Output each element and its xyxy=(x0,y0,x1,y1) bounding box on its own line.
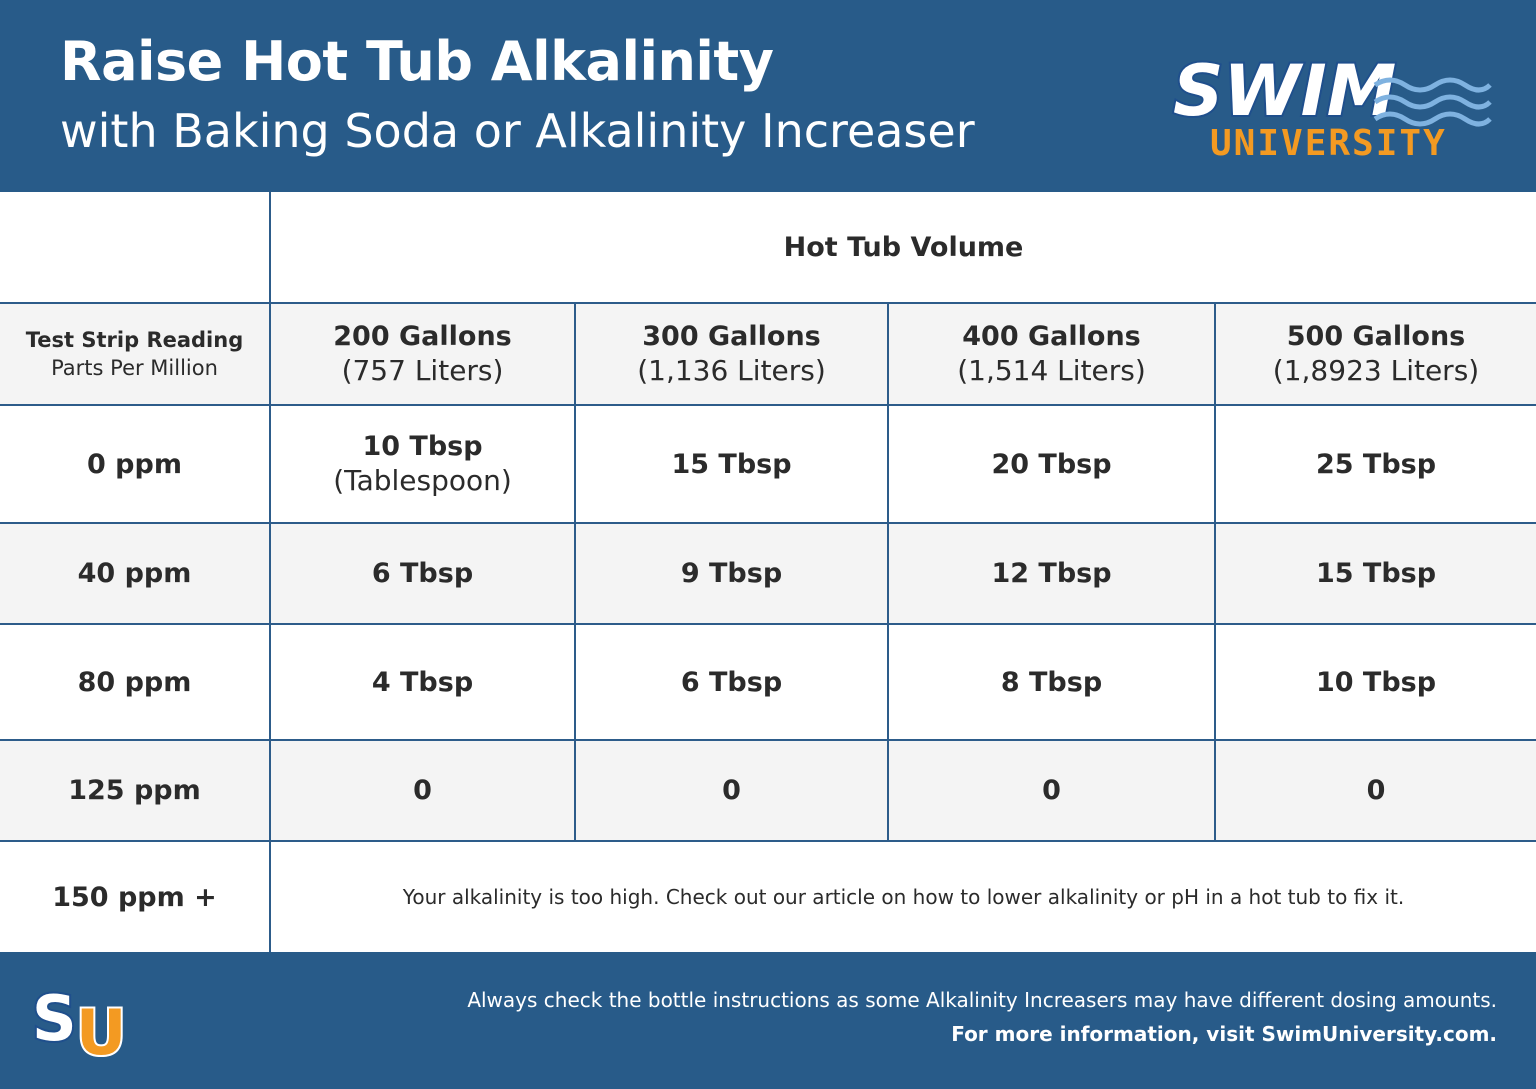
column-header-row: Test Strip Reading Parts Per Million 200 … xyxy=(0,302,1536,406)
dose-cell: 12 Tbsp xyxy=(887,522,1216,625)
dose: 0 xyxy=(1366,775,1386,806)
empty-cell xyxy=(0,192,271,304)
reading-header-title: Test Strip Reading xyxy=(25,328,244,352)
high-row: 150 ppm + Your alkalinity is too high. Ch… xyxy=(0,840,1536,952)
dose-row: 80 ppm 4 Tbsp 6 Tbsp 8 Tbsp 10 Tbsp xyxy=(0,623,1536,741)
dose-row: 0 ppm 10 Tbsp (Tablespoon) 15 Tbsp 20 Tbsp 25… xyxy=(0,404,1536,524)
reading: 80 ppm xyxy=(0,623,271,741)
high-note: Your alkalinity is too high. Check out o… xyxy=(269,840,1536,952)
dose-cell: 25 Tbsp xyxy=(1214,404,1536,524)
dose-cell: 0 xyxy=(574,739,889,842)
logo-waves xyxy=(1373,77,1492,127)
column-label: 200 Gallons xyxy=(333,321,512,352)
column-header: 300 Gallons (1,136 Liters) xyxy=(574,302,889,406)
column-sub: (1,8923 Liters) xyxy=(1272,354,1480,387)
reading-header: Test Strip Reading Parts Per Million xyxy=(0,302,271,406)
subtitle: with Baking Soda or Alkalinity Increaser xyxy=(60,104,975,158)
footer-note: Always check the bottle instructions as … xyxy=(467,988,1497,1012)
unit-note: (Tablespoon) xyxy=(333,464,512,497)
reading: 125 ppm xyxy=(0,739,271,842)
footer-logo-s: S xyxy=(32,982,77,1055)
dose-row: 40 ppm 6 Tbsp 9 Tbsp 12 Tbsp 15 Tbsp xyxy=(0,522,1536,625)
dose: 10 Tbsp xyxy=(1315,666,1437,698)
dose-cell: 20 Tbsp xyxy=(887,404,1216,524)
logo-bottom: UNIVERSITY xyxy=(1210,123,1447,164)
column-label: 400 Gallons xyxy=(962,321,1141,352)
dose: 0 xyxy=(1042,775,1061,806)
footer-band xyxy=(0,952,1536,1089)
dose-cell: 15 Tbsp xyxy=(1214,522,1536,625)
footer-logo: S U xyxy=(30,980,128,1067)
dose: 8 Tbsp xyxy=(1000,666,1103,698)
dose: 6 Tbsp xyxy=(371,558,474,589)
dose-cell: 10 Tbsp (Tablespoon) xyxy=(269,404,576,524)
reading-header-sub: Parts Per Million xyxy=(51,356,218,380)
dose-row: 125 ppm 0 0 0 0 xyxy=(0,739,1536,842)
dose: 9 Tbsp xyxy=(680,558,783,589)
reading: 0 ppm xyxy=(0,404,271,524)
dose-cell: 9 Tbsp xyxy=(574,522,889,625)
dose: 4 Tbsp xyxy=(371,666,474,698)
dose-cell: 8 Tbsp xyxy=(887,623,1216,741)
reading: 150 ppm + xyxy=(0,840,271,952)
dose-cell: 0 xyxy=(269,739,576,842)
dose-cell: 4 Tbsp xyxy=(269,623,576,741)
dose-cell: 10 Tbsp xyxy=(1214,623,1536,741)
dose-cell: 6 Tbsp xyxy=(269,522,576,625)
reading: 40 ppm xyxy=(0,522,271,625)
column-sub: (1,514 Liters) xyxy=(957,354,1146,387)
dose: 25 Tbsp xyxy=(1315,448,1437,480)
column-header: 500 Gallons (1,8923 Liters) xyxy=(1214,302,1536,406)
header-band xyxy=(0,0,1536,192)
dose: 10 Tbsp xyxy=(362,431,483,462)
logo: SWIM UNIVERSITY xyxy=(1171,48,1492,164)
footer-link[interactable]: For more information, visit SwimUniversi… xyxy=(951,1022,1497,1046)
dose: 15 Tbsp xyxy=(671,448,792,480)
logo-top: SWIM xyxy=(1173,50,1396,132)
column-label: 500 Gallons xyxy=(1286,321,1466,352)
footer-logo-u: U xyxy=(76,996,126,1067)
dosing-table: Hot Tub Volume Test Strip Reading Parts P… xyxy=(0,192,1536,952)
dose: 0 xyxy=(722,775,741,806)
column-sub: (1,136 Liters) xyxy=(637,354,826,387)
title: Raise Hot Tub Alkalinity xyxy=(60,30,774,93)
dose: 12 Tbsp xyxy=(991,558,1112,589)
dose-cell: 15 Tbsp xyxy=(574,404,889,524)
column-label: 300 Gallons xyxy=(642,321,821,352)
dose: 0 xyxy=(413,775,432,806)
column-sub: (757 Liters) xyxy=(341,354,504,387)
volume-header: Hot Tub Volume xyxy=(269,192,1536,304)
column-header: 200 Gallons (757 Liters) xyxy=(269,302,576,406)
dose: 6 Tbsp xyxy=(680,666,783,698)
dose-cell: 0 xyxy=(1214,739,1536,842)
dose-cell: 0 xyxy=(887,739,1216,842)
dose: 20 Tbsp xyxy=(991,448,1112,480)
dose: 15 Tbsp xyxy=(1315,558,1437,589)
dose-cell: 6 Tbsp xyxy=(574,623,889,741)
column-header: 400 Gallons (1,514 Liters) xyxy=(887,302,1216,406)
volume-header-row: Hot Tub Volume xyxy=(0,192,1536,304)
